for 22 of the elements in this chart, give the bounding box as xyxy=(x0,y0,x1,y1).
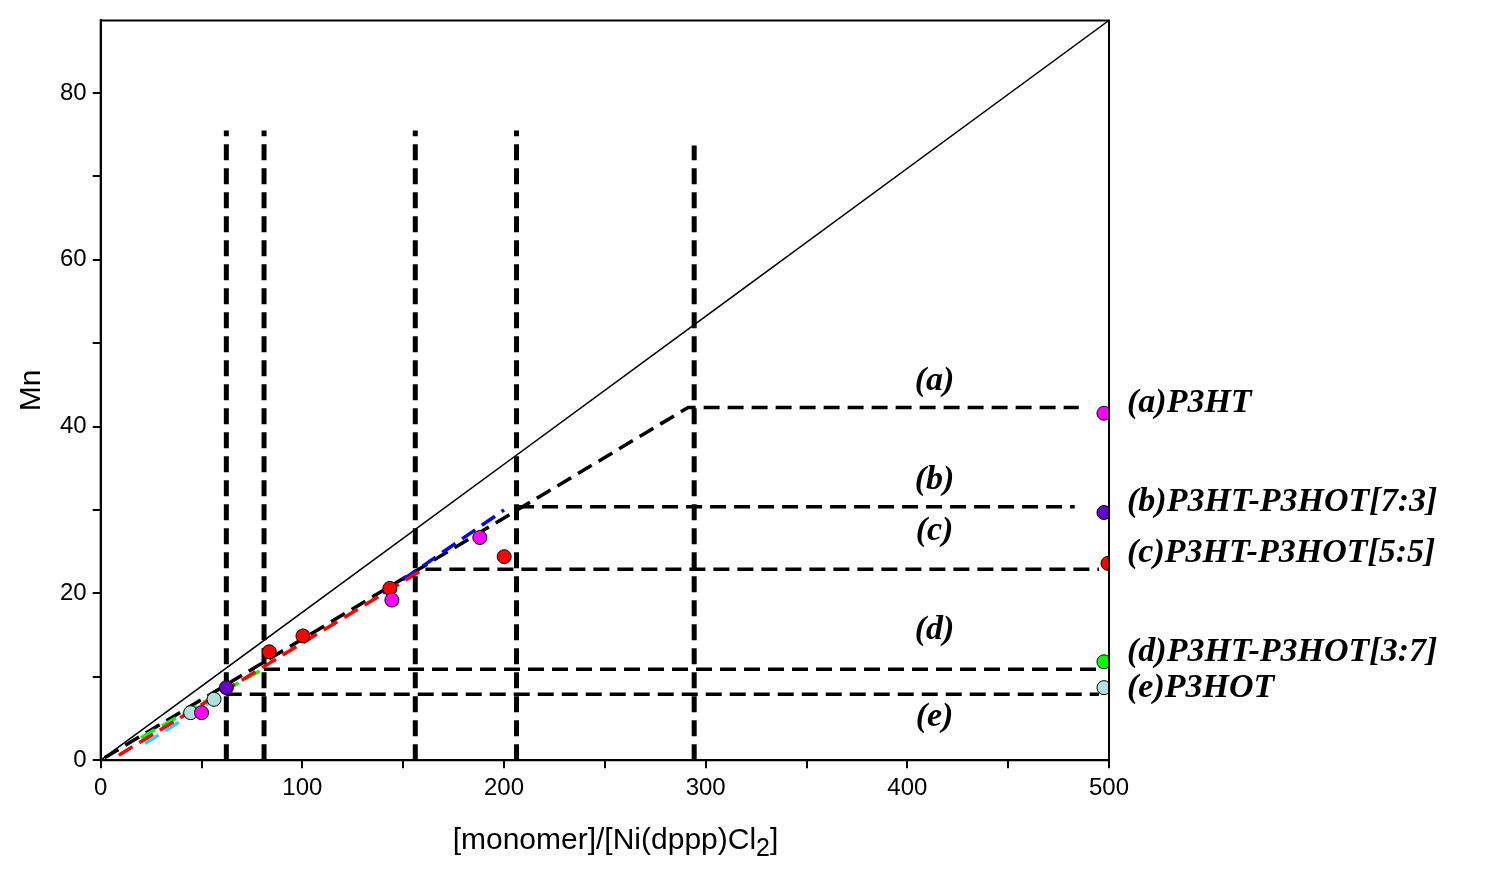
annotation: (e) xyxy=(915,696,954,735)
y-axis-title: Mn xyxy=(13,369,47,412)
y-tick-label: 40 xyxy=(59,411,87,439)
x-axis-title: [monomer]/[Ni(dppp)Cl$_{2}$] xyxy=(451,822,780,862)
x-tick-label: 500 xyxy=(1088,773,1130,801)
series-label: (c)P3HT-P3HOT[5:5] xyxy=(1127,532,1436,571)
y-tick-label: 80 xyxy=(59,77,87,105)
y-tick-label: 60 xyxy=(59,244,87,272)
y-tick-label: 20 xyxy=(59,578,87,606)
y-tick-label: 0 xyxy=(73,744,87,772)
series-label: (b)P3HT-P3HOT[7:3] xyxy=(1127,481,1438,520)
x-tick-label: 400 xyxy=(887,773,928,801)
x-tick-label: 300 xyxy=(685,773,726,801)
x-tick-label: 200 xyxy=(483,773,525,801)
x-tick-label: 0 xyxy=(94,773,108,801)
annotation: (b) xyxy=(914,459,955,498)
series-label: (a)P3HT xyxy=(1127,382,1253,421)
annotation: (c) xyxy=(915,510,954,549)
series-label: (d)P3HT-P3HOT[3:7] xyxy=(1127,630,1438,669)
annotation: (d) xyxy=(914,608,955,647)
annotation: (a) xyxy=(914,360,955,399)
x-tick-label: 100 xyxy=(282,773,323,801)
